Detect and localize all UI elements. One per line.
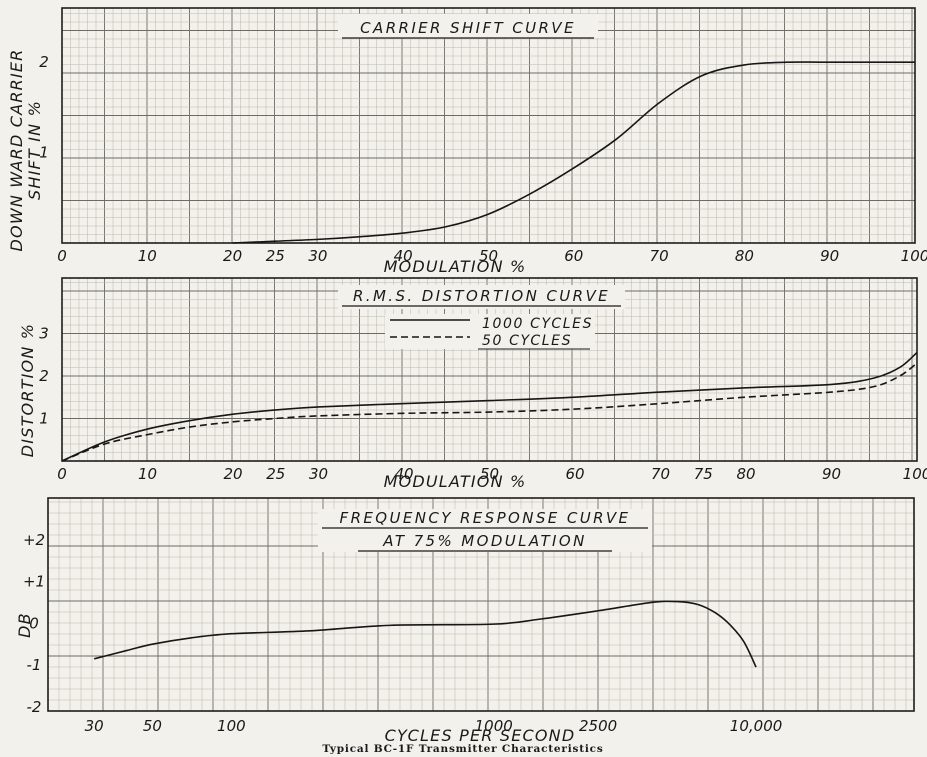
y-tick-label: 2 xyxy=(39,53,49,71)
x-tick-label: 100 xyxy=(217,717,246,735)
y-tick-label: 2 xyxy=(39,367,49,385)
x-tick-label: 0 xyxy=(57,247,67,265)
plot-frame xyxy=(61,277,918,462)
x-tick-label: 2500 xyxy=(579,717,617,735)
series-line-0 xyxy=(232,61,915,244)
x-tick-label: 60 xyxy=(565,465,584,483)
y-axis-title: DOWN WARD CARRIERSHIFT IN % xyxy=(7,49,44,252)
x-tick-label: 30 xyxy=(308,247,327,265)
y-tick-label: 3 xyxy=(39,324,49,342)
figure-caption: Typical BC-1F Transmitter Characteristic… xyxy=(322,743,603,755)
x-tick-label: 1000 xyxy=(475,717,513,735)
x-tick-label: 0 xyxy=(57,465,67,483)
x-tick-label: 90 xyxy=(820,247,839,265)
x-tick-label: 40 xyxy=(394,247,413,265)
x-tick-label: 20 xyxy=(223,247,242,265)
x-tick-label: 90 xyxy=(822,465,841,483)
grid xyxy=(61,278,917,462)
x-tick-label: 80 xyxy=(735,247,754,265)
chart-subtitle: AT 75% MODULATION xyxy=(382,532,586,550)
x-tick-label: 80 xyxy=(736,465,755,483)
plot-frame xyxy=(61,7,916,244)
y-tick-label: +2 xyxy=(23,531,45,549)
x-tick-label: 50 xyxy=(479,247,498,265)
legend-entry: 1000 CYCLES xyxy=(482,316,593,332)
chart-title: FREQUENCY RESPONSE CURVE xyxy=(340,509,631,527)
x-tick-label: 50 xyxy=(480,465,499,483)
x-tick-label: 30 xyxy=(309,465,328,483)
series-line-0 xyxy=(93,600,757,668)
x-tick-label: 70 xyxy=(651,465,670,483)
x-tick-label: 100 xyxy=(903,465,927,483)
series-line-0 xyxy=(61,351,918,462)
series-line-1 xyxy=(61,362,918,462)
plot-frame xyxy=(47,497,915,712)
x-axis-title: CYCLES PER SECOND xyxy=(385,726,576,745)
x-tick-label: 75 xyxy=(694,465,713,483)
x-tick-label: 10,000 xyxy=(730,717,783,735)
x-tick-label: 25 xyxy=(266,465,285,483)
grid xyxy=(61,8,915,244)
x-tick-label: 30 xyxy=(85,717,104,735)
y-tick-label: 1 xyxy=(39,144,49,162)
x-axis-title: MODULATION % xyxy=(384,472,527,491)
x-axis-title: MODULATION % xyxy=(384,257,527,276)
x-tick-label: 50 xyxy=(143,717,162,735)
x-tick-label: 25 xyxy=(266,247,285,265)
x-tick-label: 100 xyxy=(901,247,927,265)
x-tick-label: 20 xyxy=(223,465,242,483)
y-tick-label: 0 xyxy=(29,614,39,632)
y-tick-label: -2 xyxy=(27,698,42,716)
x-tick-label: 10 xyxy=(138,247,157,265)
x-tick-label: 10 xyxy=(138,465,157,483)
distortion-chart: R.M.S. DISTORTION CURVE 0 10 20 25 30 40 50 60 70… xyxy=(18,277,927,491)
y-tick-label: -1 xyxy=(27,656,42,674)
x-tick-label: 70 xyxy=(650,247,669,265)
x-tick-label: 40 xyxy=(394,465,413,483)
y-axis-title: DISTORTION % xyxy=(18,323,37,457)
frequency-response-chart: FREQUENCY RESPONSE CURVE AT 75% MODULATIO… xyxy=(15,497,915,745)
x-tick-label: 60 xyxy=(564,247,583,265)
y-axis-title: DB xyxy=(15,612,34,638)
chart-title: R.M.S. DISTORTION CURVE xyxy=(353,287,610,305)
legend-entry: 50 CYCLES xyxy=(482,333,572,349)
carrier-shift-chart: CARRIER SHIFT CURVE 0 10 20 25 30 40 50 60 70 80 90… xyxy=(7,7,927,276)
y-tick-label: 1 xyxy=(39,409,49,427)
chart-title: CARRIER SHIFT CURVE xyxy=(360,19,576,37)
y-tick-label: +1 xyxy=(23,573,45,591)
